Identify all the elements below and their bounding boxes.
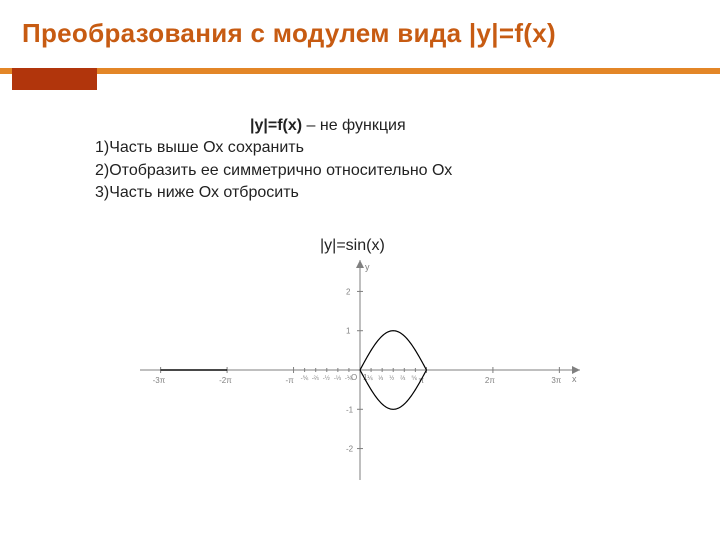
slide: Преобразования с модулем вида |y|=f(x) |…: [0, 0, 720, 540]
definition-bold: |y|=f(x): [250, 117, 302, 134]
svg-text:⅓: ⅓: [378, 376, 383, 382]
svg-text:⅚: ⅚: [411, 375, 417, 382]
svg-text:-1: -1: [346, 405, 354, 414]
svg-text:2: 2: [346, 287, 351, 296]
title-rule: [0, 68, 720, 74]
chart-equation: |y|=sin(x): [320, 235, 680, 257]
svg-text:-2: -2: [346, 445, 354, 454]
page-title: Преобразования с модулем вида |y|=f(x): [22, 18, 708, 49]
definition-line: |y|=f(x) – не функция: [250, 115, 680, 137]
svg-text:-½: -½: [323, 375, 330, 382]
svg-text:-3π: -3π: [153, 376, 166, 385]
svg-text:2π: 2π: [485, 376, 495, 385]
svg-text:½: ½: [389, 375, 394, 382]
step-3: 3)Часть ниже Ох отбросить: [95, 182, 680, 204]
svg-text:⅙: ⅙: [367, 376, 373, 382]
step-2: 2)Отобразить ее симметрично относительно…: [95, 160, 680, 182]
svg-text:-⅓: -⅓: [334, 376, 341, 382]
svg-text:⅔: ⅔: [400, 376, 405, 382]
step-1: 1)Часть выше Ох сохранить: [95, 137, 680, 159]
chart-svg: xyO1-3π-2π-ππ2π3π-⅚-⅔-½-⅓-⅙⅙⅓½⅔⅚-2-112: [140, 260, 580, 480]
svg-text:-⅚: -⅚: [301, 375, 309, 382]
body-text: |y|=f(x) – не функция 1)Часть выше Ох со…: [95, 115, 680, 257]
svg-text:-2π: -2π: [219, 376, 232, 385]
definition-rest: – не функция: [302, 117, 406, 134]
svg-text:x: x: [572, 374, 577, 384]
chart: xyO1-3π-2π-ππ2π3π-⅚-⅔-½-⅓-⅙⅙⅓½⅔⅚-2-112: [140, 260, 580, 480]
svg-text:-⅙: -⅙: [345, 376, 353, 382]
svg-text:-π: -π: [286, 376, 295, 385]
svg-text:-⅔: -⅔: [312, 376, 319, 382]
svg-text:1: 1: [346, 327, 351, 336]
svg-text:y: y: [365, 262, 370, 272]
svg-text:3π: 3π: [551, 376, 561, 385]
title-rule-accent: [12, 68, 97, 90]
